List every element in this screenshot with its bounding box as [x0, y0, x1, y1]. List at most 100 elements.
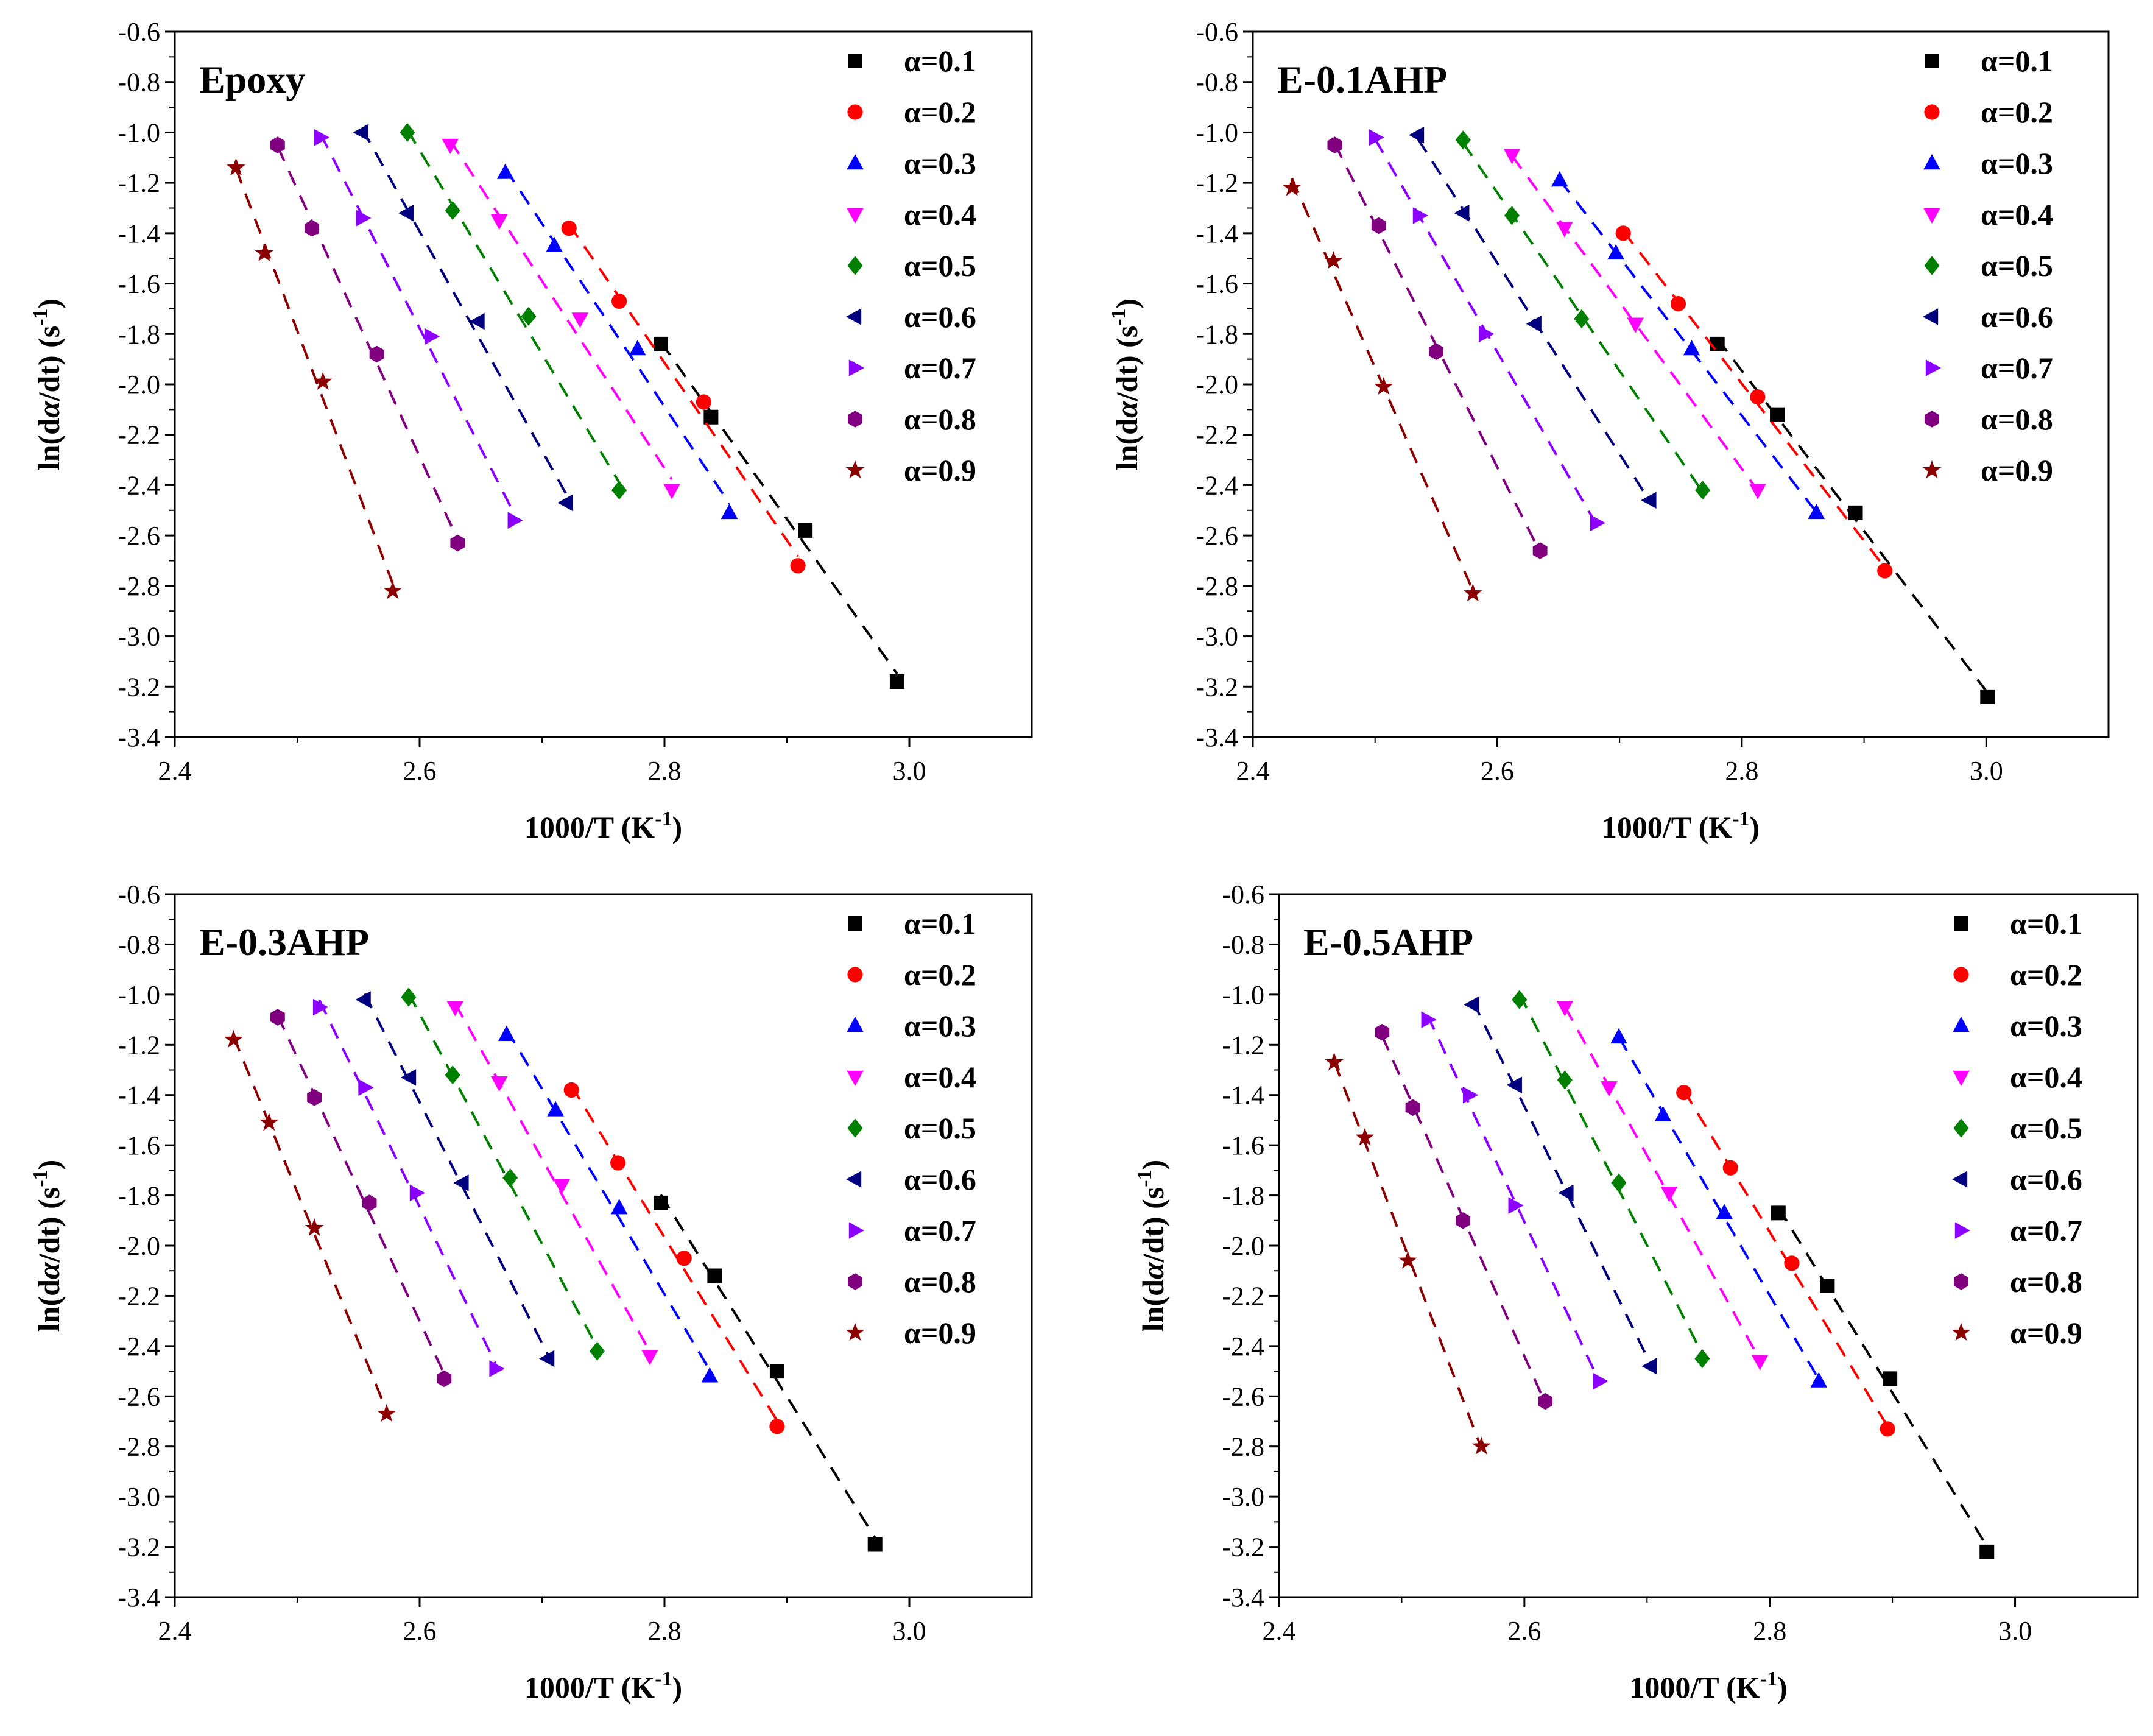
x-tick-label: 2.4 — [1236, 756, 1270, 786]
fit-line — [1462, 142, 1704, 493]
chart-panel-4: -3.4 -3.2 -3.0 -2.8 -2.6 -2.4 -2.2 -2.0 -1.8 -1.6… — [1133, 880, 2139, 1704]
legend-marker — [1954, 916, 1968, 931]
x-tick-label: 2.4 — [158, 1616, 192, 1646]
data-point — [561, 220, 577, 236]
data-point — [1610, 1028, 1627, 1044]
data-point — [400, 1069, 417, 1086]
fit-line — [407, 992, 599, 1349]
data-point — [1324, 251, 1343, 269]
series-0.2 — [561, 220, 806, 574]
fit-line — [1559, 179, 1817, 513]
panel-title: E-0.1AHP — [1277, 58, 1447, 101]
data-point — [1408, 126, 1425, 144]
y-tick-label: -0.8 — [1196, 68, 1238, 97]
data-point — [1611, 1173, 1627, 1193]
data-point — [641, 1350, 658, 1366]
legend-marker — [1953, 967, 1969, 983]
legend-label: α=0.3 — [2010, 1009, 2082, 1043]
fit-line — [454, 1003, 651, 1352]
data-point — [1532, 542, 1548, 559]
legend: α=0.1 α=0.2 α=0.3 α=0.4 α=0.5 α=0.6 α=0.7 α=0.8… — [1922, 44, 2053, 487]
data-point — [1421, 1011, 1437, 1028]
data-point — [1683, 340, 1700, 356]
legend-label: α=0.7 — [2010, 1213, 2082, 1247]
legend-label: α=0.7 — [904, 1213, 976, 1247]
data-point — [653, 336, 668, 351]
data-point — [496, 163, 514, 179]
data-point — [1429, 343, 1443, 360]
data-point — [1593, 1372, 1609, 1390]
y-axis-title: ln(dα/dt) (s-1) — [1107, 298, 1144, 470]
fit-line — [1518, 993, 1704, 1355]
y-tick-label: -2.0 — [118, 1231, 160, 1261]
legend-marker — [1953, 1118, 1969, 1138]
y-tick-label: -0.6 — [118, 17, 160, 47]
y-axis-title: ln(dα/dt) (s-1) — [29, 298, 66, 470]
x-tick-label: 3.0 — [893, 1616, 926, 1646]
series-0.9 — [1282, 178, 1482, 602]
legend-marker — [846, 308, 862, 325]
fit-line — [1622, 230, 1886, 568]
series-0.1 — [653, 336, 904, 690]
data-point — [1883, 1371, 1898, 1386]
legend-marker — [847, 154, 864, 170]
y-tick-label: -2.6 — [1196, 521, 1238, 551]
fit-line — [318, 999, 497, 1364]
data-point — [259, 1112, 279, 1131]
data-point — [1980, 689, 1995, 704]
data-point — [1369, 129, 1384, 146]
data-point — [676, 1251, 692, 1266]
y-tick-label: -2.4 — [1222, 1332, 1264, 1361]
y-tick-label: -1.8 — [118, 319, 160, 349]
data-point — [1848, 505, 1863, 520]
data-point — [611, 293, 627, 309]
legend-marker — [847, 1070, 864, 1086]
data-point — [1751, 1355, 1769, 1371]
y-tick-label: -1.0 — [1196, 118, 1238, 147]
data-point — [1590, 514, 1606, 532]
data-point — [1503, 149, 1521, 164]
y-tick-label: -2.6 — [118, 521, 160, 551]
fit-line — [277, 1014, 446, 1375]
data-point — [313, 372, 333, 390]
series-0.5 — [1512, 990, 1710, 1369]
legend-marker — [845, 460, 865, 479]
data-point — [1504, 206, 1520, 225]
legend-label: α=0.6 — [2010, 1162, 2082, 1196]
series-0.3 — [1610, 1028, 1828, 1388]
data-point — [1506, 1076, 1522, 1094]
legend-marker — [847, 104, 863, 120]
series-0.9 — [224, 1029, 396, 1422]
panel-title: E-0.3AHP — [199, 920, 369, 964]
x-tick-label: 2.4 — [1263, 1616, 1296, 1646]
y-axis-title: ln(dα/dt) (s-1) — [1133, 1160, 1170, 1332]
data-point — [270, 1009, 285, 1026]
data-point — [1770, 407, 1785, 422]
series-0.3 — [498, 1025, 719, 1383]
x-tick-label: 2.8 — [648, 1616, 682, 1646]
x-tick-label: 3.0 — [893, 756, 926, 786]
data-point — [445, 201, 460, 221]
x-axis-title: 1000/T (K-1) — [524, 808, 682, 844]
y-tick-label: -3.4 — [1222, 1583, 1264, 1612]
y-tick-label: -1.6 — [118, 1131, 160, 1160]
data-point — [769, 1419, 785, 1434]
data-point — [358, 1079, 374, 1096]
y-tick-label: -3.0 — [118, 622, 160, 652]
legend-label: α=0.6 — [904, 300, 976, 334]
y-axis-title: ln(dα/dt) (s-1) — [29, 1160, 66, 1332]
legend-label: α=0.3 — [904, 1009, 976, 1043]
y-tick-label: -2.4 — [1196, 470, 1238, 500]
legend-marker — [1922, 460, 1942, 479]
y-tick-label: -1.0 — [118, 118, 160, 147]
legend-marker — [848, 1222, 864, 1239]
data-point — [703, 409, 719, 425]
y-tick-label: -3.2 — [118, 672, 160, 702]
data-point — [1820, 1278, 1835, 1293]
fit-line — [361, 127, 568, 496]
data-point — [305, 219, 320, 237]
legend-marker — [847, 208, 864, 224]
fit-line — [363, 993, 549, 1356]
fit-line — [406, 129, 621, 484]
